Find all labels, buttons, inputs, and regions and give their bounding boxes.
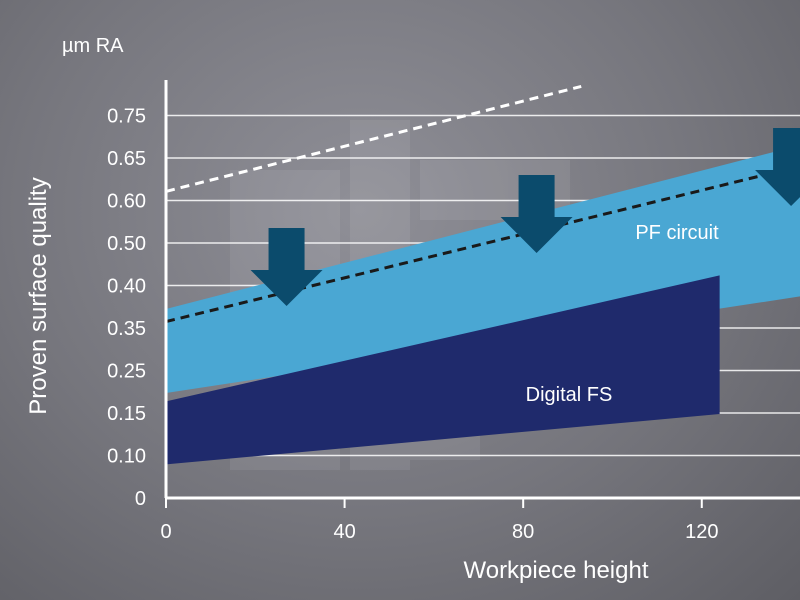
axes xyxy=(164,80,800,500)
y-unit-label: µm RA xyxy=(62,35,124,57)
y-tick-label: 0.65 xyxy=(107,148,146,170)
tick-labels: 0 0.10 0.15 0.25 0.35 0.40 0.50 0.60 0.65 0.75 0 40… xyxy=(107,106,718,544)
series-label-pf-circuit: PF circuit xyxy=(635,222,719,244)
x-tick-label: 0 xyxy=(160,521,171,543)
y-tick-label: 0.40 xyxy=(107,276,146,298)
series-lines xyxy=(165,84,800,324)
arrows xyxy=(250,128,800,306)
down-arrow-icon xyxy=(755,128,800,206)
y-tick-label: 0.15 xyxy=(107,403,146,425)
down-arrow-icon xyxy=(250,228,323,306)
x-axis-title: Workpiece height xyxy=(464,557,649,584)
y-tick-label: 0.75 xyxy=(107,106,146,128)
y-axis-title: Proven surface quality xyxy=(25,177,52,414)
series-bands xyxy=(166,145,800,465)
series-label-digital-fs: Digital FS xyxy=(526,384,613,406)
y-tick-label: 0 xyxy=(135,488,146,510)
x-tick-label: 80 xyxy=(512,521,534,543)
dashed-trend-line-1 xyxy=(165,164,800,324)
band-pf-circuit xyxy=(166,145,800,393)
y-tick-label: 0.10 xyxy=(107,446,146,468)
labels: µm RA Workpiece height Proven surface qual… xyxy=(25,35,719,584)
y-tick-label: 0.50 xyxy=(107,233,146,255)
y-tick-label: 0.35 xyxy=(107,318,146,340)
y-tick-label: 0.25 xyxy=(107,361,146,383)
y-tick-label: 0.60 xyxy=(107,191,146,213)
down-arrow-icon xyxy=(500,175,573,253)
x-tick-label: 120 xyxy=(685,521,718,543)
x-tick-label: 40 xyxy=(333,521,355,543)
dashed-trend-line-2 xyxy=(165,84,582,193)
band-digital-fs xyxy=(166,275,720,465)
